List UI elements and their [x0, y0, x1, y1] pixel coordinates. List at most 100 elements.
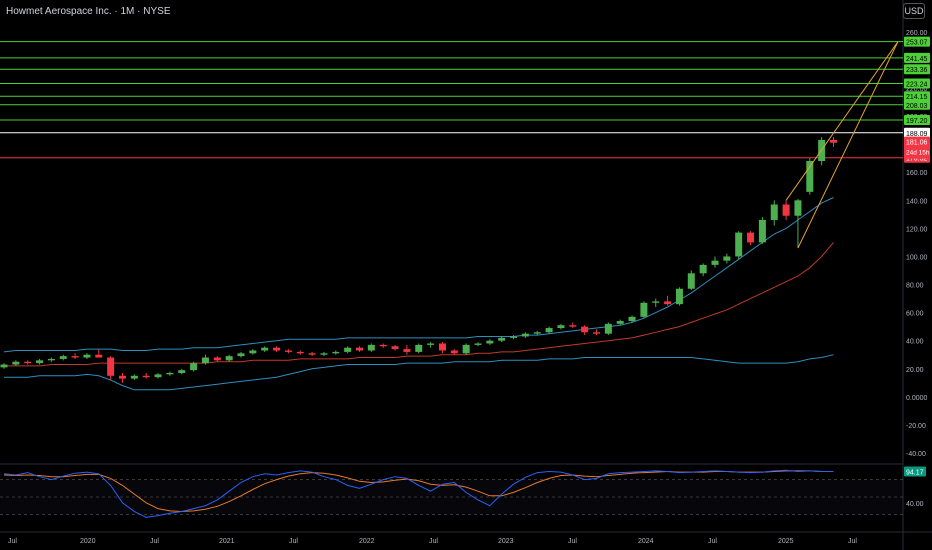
candle-body[interactable] [604, 323, 612, 334]
oscillator-value-label: 94.17 [906, 469, 924, 476]
candle-body[interactable] [119, 375, 126, 379]
candle-body[interactable] [616, 321, 624, 324]
oscillator-main-line [3, 469, 834, 518]
candle-body[interactable] [237, 353, 245, 357]
level-price-label: 223.24 [906, 81, 928, 88]
candle-body[interactable] [675, 288, 683, 305]
candle-body[interactable] [687, 273, 695, 289]
candle-body[interactable] [320, 353, 328, 355]
candle-body[interactable] [806, 160, 814, 192]
candle-body[interactable] [747, 232, 755, 243]
wedge-upper-line [785, 41, 899, 201]
x-tick-label: 2023 [498, 538, 514, 545]
candle-body[interactable] [296, 351, 304, 354]
level-price-label: 253.07 [906, 40, 928, 47]
candle-body[interactable] [403, 349, 411, 352]
candle-body[interactable] [545, 328, 553, 333]
level-price-tag [904, 78, 930, 89]
x-tick-label: Jul [289, 538, 298, 545]
candle-body[interactable] [201, 357, 209, 364]
candle-body[interactable] [735, 232, 743, 257]
candle-body[interactable] [498, 337, 506, 341]
candle-body[interactable] [652, 301, 660, 303]
candle-body[interactable] [391, 346, 399, 350]
level-price-label: 208.03 [906, 103, 928, 110]
level-price-tag [904, 36, 930, 47]
candle-body[interactable] [142, 375, 150, 378]
level-price-tag [904, 99, 930, 110]
candle-body[interactable] [225, 356, 233, 361]
candle-body[interactable] [95, 354, 103, 358]
candle-body[interactable] [284, 350, 292, 352]
candle-body[interactable] [415, 344, 423, 352]
level-price-tag [904, 115, 930, 126]
candle-body[interactable] [462, 344, 470, 354]
candle-body[interactable] [699, 264, 707, 274]
candle-body[interactable] [344, 347, 352, 352]
candle-body[interactable] [830, 139, 837, 143]
candle-body[interactable] [107, 357, 115, 376]
candle-body[interactable] [0, 364, 8, 368]
candle-body[interactable] [130, 375, 138, 379]
candle-body[interactable] [510, 336, 518, 338]
level-price-tag [904, 127, 930, 138]
x-tick-label: 2021 [219, 538, 235, 545]
x-tick-label: Jul [568, 538, 577, 545]
candle-body[interactable] [213, 357, 221, 361]
candle-body[interactable] [521, 333, 529, 337]
y-tick-label: 260.00 [906, 30, 928, 37]
level-price-tag [904, 64, 930, 75]
candle-body[interactable] [640, 302, 648, 317]
candle-body[interactable] [533, 332, 541, 334]
candle-body[interactable] [273, 347, 281, 351]
candle-body[interactable] [249, 350, 257, 354]
candle-body[interactable] [438, 343, 446, 351]
candle-body[interactable] [379, 344, 387, 347]
y-tick-label: 60.00 [906, 311, 924, 318]
candle-body[interactable] [723, 256, 731, 261]
candle-body[interactable] [24, 361, 32, 364]
candle-body[interactable] [664, 301, 672, 305]
candle-body[interactable] [47, 358, 55, 361]
oscillator-value-tag [904, 466, 926, 477]
candle-body[interactable] [758, 219, 766, 243]
candle-body[interactable] [569, 325, 577, 327]
candle-body[interactable] [36, 360, 44, 364]
candle-body[interactable] [593, 332, 600, 334]
level-price-label: 233.36 [906, 67, 928, 74]
candle-body[interactable] [474, 343, 482, 345]
candle-body[interactable] [12, 361, 20, 365]
candle-body[interactable] [794, 200, 802, 216]
candle-body[interactable] [581, 326, 589, 333]
candle-body[interactable] [427, 343, 435, 345]
current-price-tag [904, 136, 930, 159]
candle-body[interactable] [356, 347, 363, 351]
candle-body[interactable] [332, 351, 340, 354]
candle-body[interactable] [83, 354, 91, 358]
candle-body[interactable] [557, 325, 565, 329]
candle-body[interactable] [59, 356, 67, 359]
candle-body[interactable] [450, 350, 458, 354]
current-price-label: 181.06 [906, 140, 928, 147]
candle-body[interactable] [782, 204, 790, 216]
candle-body[interactable] [190, 363, 198, 371]
level-price-tag [904, 52, 930, 63]
chart-title: Howmet Aerospace Inc. · 1M · NYSE [6, 6, 171, 17]
candle-body[interactable] [178, 370, 186, 373]
candle-body[interactable] [486, 340, 494, 344]
x-tick-label: 2020 [80, 538, 96, 545]
candle-body[interactable] [367, 344, 375, 351]
candle-body[interactable] [308, 353, 316, 355]
candle-body[interactable] [166, 372, 174, 375]
candle-body[interactable] [261, 347, 269, 351]
level-price-label: 197.20 [906, 118, 928, 125]
candle-body[interactable] [71, 356, 79, 358]
candle-body[interactable] [628, 316, 636, 322]
x-tick-label: 2025 [778, 538, 794, 545]
candle-body[interactable] [711, 260, 719, 265]
y-tick-label: 160.00 [906, 170, 928, 177]
candle-body[interactable] [154, 374, 162, 378]
oscillator-tick-label: 40.00 [906, 501, 924, 508]
candle-body[interactable] [770, 204, 778, 220]
